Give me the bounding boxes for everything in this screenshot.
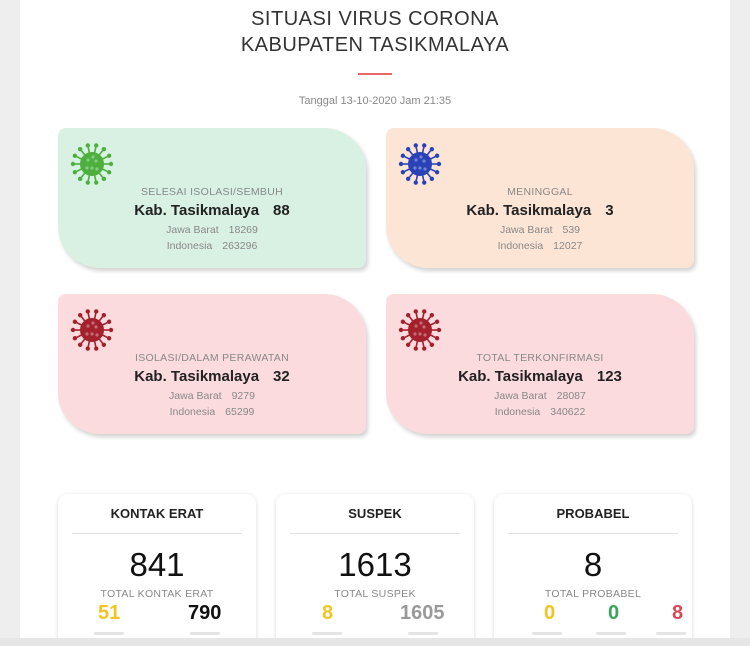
region-name: Kab. Tasikmalaya [466, 202, 592, 219]
national-row: Indonesia 12027 [386, 240, 694, 252]
national-value: 12027 [553, 240, 583, 252]
virus-blue-icon [398, 143, 442, 185]
title-line-1: SITUASI VIRUS CORONA [251, 8, 499, 30]
virus-red-icon [70, 309, 114, 351]
stat-part-1: 0 [544, 602, 556, 624]
stat-title: PROBABEL [556, 506, 630, 521]
region-value: 123 [596, 368, 622, 385]
update-date: Tanggal 13-10-2020 Jam 21:35 [298, 95, 452, 107]
stat-value: 8 [583, 546, 603, 583]
province-label: Jawa Barat [499, 224, 553, 236]
stat-part-2-caption [596, 632, 626, 635]
card-main: Kab. Tasikmalaya 88 [58, 202, 366, 219]
stat-part-2-caption [190, 632, 220, 635]
stat-label: TOTAL PROBABEL [544, 588, 642, 600]
stat-value: 1613 [338, 546, 412, 583]
title-line-2: KABUPATEN TASIKMALAYA [240, 34, 510, 56]
province-label: Jawa Barat [169, 390, 222, 402]
bottom-scroll-strip [0, 638, 750, 646]
stat-part-2: 1605 [400, 602, 445, 624]
card-confirmed: TOTAL TERKONFIRMASI Kab. Tasikmalaya 123 … [386, 294, 694, 434]
stat-divider [508, 533, 678, 534]
stat-part-1-caption [312, 632, 342, 635]
region-value: 3 [605, 202, 614, 219]
region-value: 32 [273, 368, 290, 385]
card-main: Kab. Tasikmalaya 123 [386, 368, 694, 385]
page-title: SITUASI VIRUS CORONA KABUPATEN TASIKMALA… [20, 6, 730, 58]
title-divider [358, 73, 392, 75]
card-label: SELESAI ISOLASI/SEMBUH [141, 186, 283, 198]
stat-part-1-caption [94, 632, 124, 635]
stat-title: SUSPEK [348, 506, 402, 521]
dashboard-page: SITUASI VIRUS CORONA KABUPATEN TASIKMALA… [20, 0, 730, 638]
province-row: Jawa Barat 28087 [386, 390, 694, 402]
national-value: 340622 [550, 406, 586, 418]
national-row: Indonesia 263296 [58, 240, 366, 252]
national-label: Indonesia [494, 406, 541, 418]
stat-part-1-caption [532, 632, 562, 635]
region-name: Kab. Tasikmalaya [134, 368, 260, 385]
stat-title: KONTAK ERAT [110, 506, 204, 521]
virus-red-icon [398, 309, 442, 351]
region-value: 88 [273, 202, 290, 219]
province-row: Jawa Barat 18269 [58, 224, 366, 236]
province-value: 9279 [231, 390, 255, 402]
national-value: 65299 [225, 406, 255, 418]
province-value: 539 [562, 224, 581, 236]
stat-divider [72, 533, 242, 534]
virus-green-icon [70, 143, 114, 185]
stat-part-3: 8 [672, 602, 684, 624]
national-label: Indonesia [166, 240, 213, 252]
national-label: Indonesia [497, 240, 544, 252]
stat-value: 841 [129, 546, 185, 583]
card-main: Kab. Tasikmalaya 32 [58, 368, 366, 385]
stat-part-3-caption [656, 632, 686, 635]
stat-probable: PROBABEL 8 TOTAL PROBABEL 0 0 8 [494, 494, 692, 638]
national-value: 263296 [222, 240, 258, 252]
stat-label: TOTAL SUSPEK [334, 588, 416, 600]
stat-label: TOTAL KONTAK ERAT [100, 588, 214, 600]
card-label: TOTAL TERKONFIRMASI [476, 352, 604, 364]
stat-part-1: 51 [98, 602, 121, 624]
stat-part-2: 0 [608, 602, 620, 624]
province-label: Jawa Barat [494, 390, 547, 402]
province-value: 28087 [556, 390, 586, 402]
region-name: Kab. Tasikmalaya [134, 202, 260, 219]
card-recovered: SELESAI ISOLASI/SEMBUH Kab. Tasikmalaya 8… [58, 128, 366, 268]
stat-part-1: 8 [322, 602, 334, 624]
national-label: Indonesia [169, 406, 216, 418]
card-label: ISOLASI/DALAM PERAWATAN [135, 352, 289, 364]
national-row: Indonesia 65299 [58, 406, 366, 418]
stat-part-2: 790 [188, 602, 222, 624]
province-row: Jawa Barat 539 [386, 224, 694, 236]
card-label: MENINGGAL [507, 186, 573, 198]
province-row: Jawa Barat 9279 [58, 390, 366, 402]
province-label: Jawa Barat [166, 224, 219, 236]
province-value: 18269 [228, 224, 258, 236]
region-name: Kab. Tasikmalaya [458, 368, 583, 385]
card-main: Kab. Tasikmalaya 3 [386, 202, 694, 219]
stat-divider [290, 533, 460, 534]
national-row: Indonesia 340622 [386, 406, 694, 418]
stat-close-contact: KONTAK ERAT 841 TOTAL KONTAK ERAT 51 790 [58, 494, 256, 638]
card-deceased: MENINGGAL Kab. Tasikmalaya 3 Jawa Barat 53… [386, 128, 694, 268]
stat-suspect: SUSPEK 1613 TOTAL SUSPEK 8 1605 [276, 494, 474, 638]
card-isolation: ISOLASI/DALAM PERAWATAN Kab. Tasikmalaya… [58, 294, 366, 434]
stat-part-2-caption [408, 632, 438, 635]
